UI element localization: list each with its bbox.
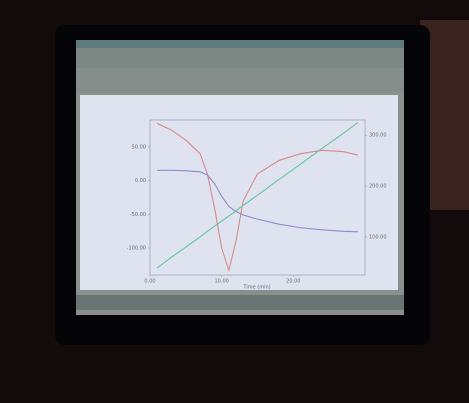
plot: 0.00 10.00 20.00 50.00 0.00 -50.00 -100.00 100.… [127, 122, 387, 285]
toolbar [76, 48, 404, 68]
status-bar [76, 295, 404, 310]
y-tick-label: -50.00 [130, 212, 146, 218]
title-bar [76, 40, 404, 48]
y2-tick-label: 300.00 [369, 133, 387, 139]
y-tick-label: 0.00 [135, 178, 146, 184]
y-tick-label: 50.00 [132, 144, 146, 150]
plot-frame [149, 119, 366, 276]
chart-area [80, 95, 398, 290]
y-tick-label: -100.00 [127, 246, 146, 252]
y2-tick-label: 100.00 [369, 234, 387, 240]
x-tick-label: 0.00 [144, 279, 155, 285]
series-line [156, 122, 358, 273]
toolbar-2 [76, 68, 404, 92]
y2-tick-label: 200.00 [369, 184, 387, 190]
x-axis-title: Time (min) [242, 285, 270, 291]
x-tick-label: 20.00 [286, 279, 300, 285]
series-line [156, 122, 359, 269]
x-tick-label: 10.00 [215, 279, 229, 285]
series-line [157, 169, 358, 233]
